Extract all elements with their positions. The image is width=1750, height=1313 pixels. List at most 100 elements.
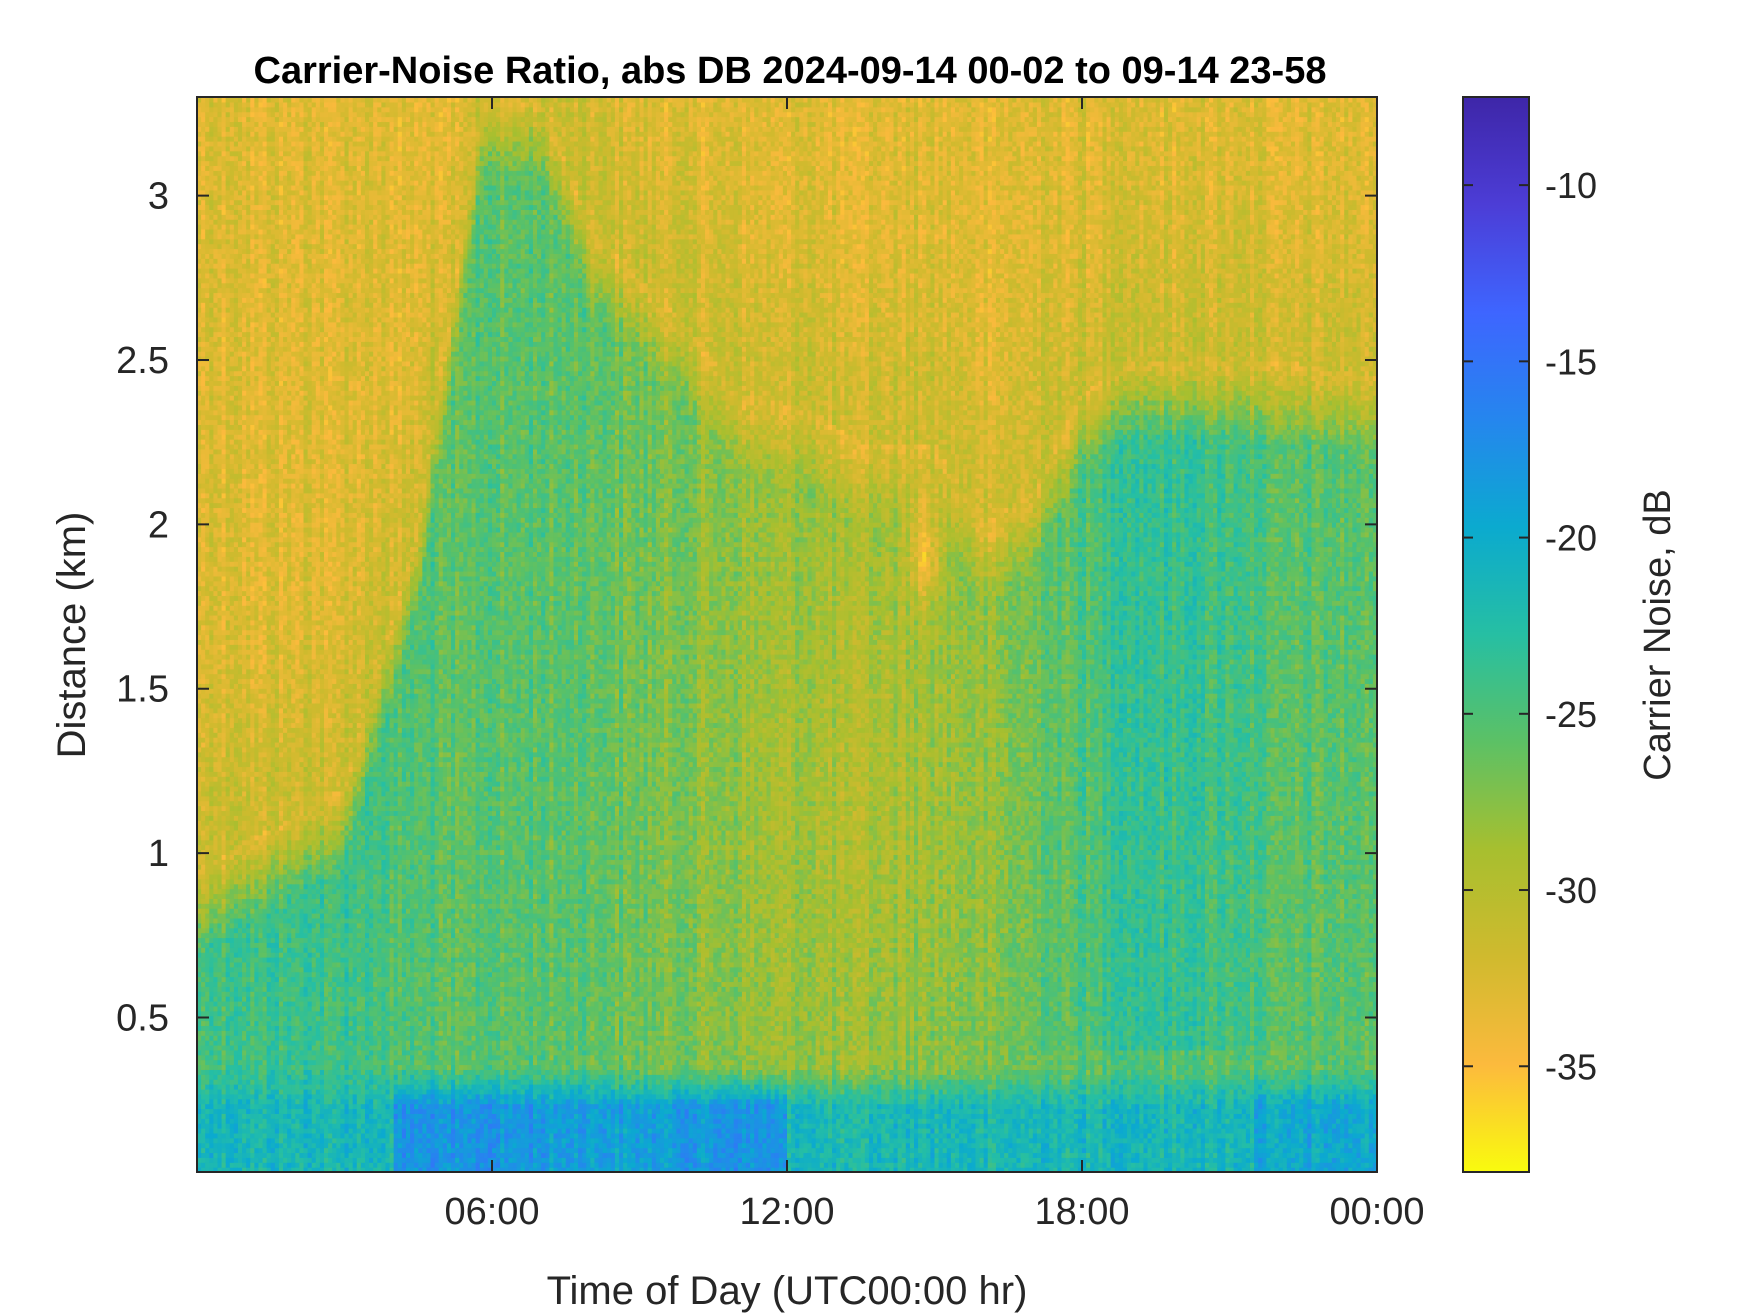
heatmap-cell <box>217 493 222 498</box>
heatmap-cell <box>238 1074 243 1079</box>
heatmap-cell <box>201 278 206 283</box>
heatmap-cell <box>213 703 218 708</box>
heatmap-cell <box>217 747 222 752</box>
heatmap-cell <box>222 801 227 806</box>
heatmap-cell <box>238 893 243 898</box>
heatmap-cell <box>226 121 231 126</box>
heatmap-cell <box>226 649 231 654</box>
heatmap-cell <box>217 1030 222 1035</box>
heatmap-cell <box>205 141 210 146</box>
heatmap-cell <box>205 625 210 630</box>
heatmap-cell <box>201 434 206 439</box>
heatmap-cell <box>222 180 227 185</box>
heatmap-cell <box>222 1079 227 1084</box>
heatmap-cell <box>234 117 239 122</box>
heatmap-cell <box>201 967 206 972</box>
heatmap-cell <box>222 1025 227 1030</box>
heatmap-cell <box>209 507 214 512</box>
heatmap-cell <box>209 683 214 688</box>
heatmap-cell <box>230 151 235 156</box>
heatmap-cell <box>201 253 206 258</box>
heatmap-cell <box>230 923 235 928</box>
heatmap-cell <box>238 708 243 713</box>
heatmap-cell <box>230 429 235 434</box>
heatmap-cell <box>230 107 235 112</box>
heatmap-cell <box>213 884 218 889</box>
heatmap-cell <box>217 415 222 420</box>
heatmap-cell <box>226 141 231 146</box>
heatmap-cell <box>230 757 235 762</box>
heatmap-cell <box>226 258 231 263</box>
heatmap-cell <box>234 854 239 859</box>
heatmap-cell <box>213 957 218 962</box>
heatmap-cell <box>222 806 227 811</box>
heatmap-cell <box>201 498 206 503</box>
heatmap-cell <box>217 1079 222 1084</box>
heatmap-cell <box>234 209 239 214</box>
heatmap-cell <box>213 893 218 898</box>
heatmap-cell <box>209 390 214 395</box>
heatmap-cell <box>213 683 218 688</box>
heatmap-cell <box>205 942 210 947</box>
heatmap-cell <box>209 835 214 840</box>
heatmap-cell <box>234 835 239 840</box>
heatmap-cell <box>205 674 210 679</box>
heatmap-cell <box>222 185 227 190</box>
heatmap-cell <box>226 903 231 908</box>
heatmap-cell <box>205 820 210 825</box>
heatmap-cell <box>226 1045 231 1050</box>
heatmap-cell <box>222 810 227 815</box>
heatmap-cell <box>230 664 235 669</box>
heatmap-cell <box>205 981 210 986</box>
heatmap-cell <box>230 156 235 161</box>
heatmap-cell <box>238 424 243 429</box>
heatmap-cell <box>213 996 218 1001</box>
heatmap-cell <box>209 830 214 835</box>
heatmap-cell <box>209 327 214 332</box>
heatmap-cell <box>230 244 235 249</box>
heatmap-cell <box>217 708 222 713</box>
heatmap-cell <box>201 424 206 429</box>
heatmap-cell <box>205 488 210 493</box>
heatmap-cell <box>201 390 206 395</box>
heatmap-cell <box>205 224 210 229</box>
heatmap-cell <box>213 424 218 429</box>
heatmap-cell <box>234 454 239 459</box>
heatmap-cell <box>238 659 243 664</box>
heatmap-cell <box>205 165 210 170</box>
heatmap-cell <box>226 327 231 332</box>
heatmap-cell <box>205 1128 210 1133</box>
heatmap-cell <box>213 1030 218 1035</box>
heatmap-cell <box>213 449 218 454</box>
heatmap-cell <box>222 1055 227 1060</box>
heatmap-cell <box>213 332 218 337</box>
heatmap-cell <box>226 468 231 473</box>
heatmap-cell <box>213 498 218 503</box>
heatmap-cell <box>222 317 227 322</box>
heatmap-cell <box>205 180 210 185</box>
heatmap-cell <box>209 547 214 552</box>
heatmap-cell <box>205 952 210 957</box>
heatmap-cell <box>230 361 235 366</box>
heatmap-cell <box>205 429 210 434</box>
heatmap-cell <box>238 1001 243 1006</box>
heatmap-cell <box>209 1065 214 1070</box>
heatmap-cell <box>209 449 214 454</box>
heatmap-cell <box>213 507 218 512</box>
heatmap-cell <box>205 664 210 669</box>
heatmap-cell <box>226 1152 231 1157</box>
heatmap-cell <box>222 884 227 889</box>
heatmap-cell <box>217 385 222 390</box>
heatmap-cell <box>234 420 239 425</box>
heatmap-cell <box>213 967 218 972</box>
heatmap-cell <box>217 117 222 122</box>
heatmap-cell <box>222 986 227 991</box>
heatmap-cell <box>238 473 243 478</box>
heatmap-cell <box>222 996 227 1001</box>
heatmap-cell <box>205 263 210 268</box>
heatmap-cell <box>209 346 214 351</box>
heatmap-cell <box>238 527 243 532</box>
heatmap-cell <box>209 962 214 967</box>
heatmap-cell <box>205 928 210 933</box>
